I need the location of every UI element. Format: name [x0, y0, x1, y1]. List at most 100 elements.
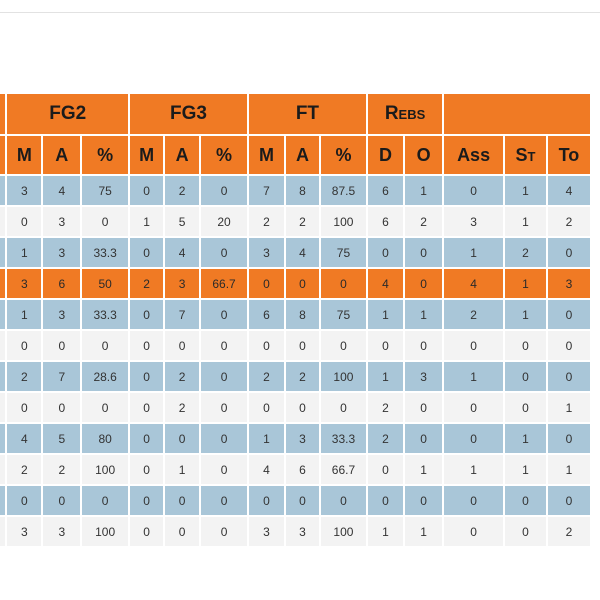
table-cell: 0 [285, 391, 321, 422]
table-cell: 2 [444, 298, 505, 329]
table-cell: 1 [165, 453, 202, 484]
table-cell: 0 [130, 422, 166, 453]
table-cell: 5 [165, 205, 202, 236]
table-cell: 20 [201, 205, 249, 236]
table-cell: 0 [547, 360, 592, 391]
top-divider [0, 12, 600, 13]
group-header-fg3: FG3 [130, 94, 249, 134]
table-cell: 0 [367, 236, 406, 267]
group-header-blank [0, 94, 8, 134]
table-cell [0, 174, 8, 205]
col-header-fg3-attempted: A [165, 134, 202, 174]
table-cell: 4 [547, 174, 592, 205]
table-cell: 100 [320, 515, 368, 546]
table-cell: 1 [504, 453, 548, 484]
table-cell: 0 [43, 329, 83, 360]
group-header-rebs: Rebs [367, 94, 445, 134]
table-cell: 1 [405, 298, 445, 329]
table-cell: 0 [201, 360, 249, 391]
table-cell: 6 [285, 453, 321, 484]
table-cell: 1 [367, 360, 406, 391]
table-cell: 0 [444, 174, 505, 205]
table-cell: 1 [405, 515, 445, 546]
table-row: 3 3 100 0 0 0 3 3 100 1 1 0 0 2 [0, 515, 592, 546]
table-cell: 3 [43, 515, 83, 546]
table-cell: 0 [201, 515, 249, 546]
table-cell: 0 [130, 515, 166, 546]
table-cell: 6 [248, 298, 286, 329]
table-cell: 0 [444, 329, 505, 360]
col-header-ft-pct: % [320, 134, 368, 174]
table-cell: 100 [320, 360, 368, 391]
col-header-ft-made: M [248, 134, 286, 174]
table-cell: 0 [201, 298, 249, 329]
table-cell: 3 [7, 515, 44, 546]
table-cell: 0 [82, 484, 131, 515]
col-header-assists: Ass [444, 134, 505, 174]
table-cell: 1 [7, 298, 44, 329]
table-cell: 0 [320, 391, 368, 422]
table-cell: 1 [504, 267, 548, 298]
table-cell: 4 [165, 236, 202, 267]
table-cell: 80 [82, 422, 131, 453]
table-cell: 0 [7, 329, 44, 360]
table-cell: 3 [43, 205, 83, 236]
table-cell: 1 [504, 205, 548, 236]
table-cell: 6 [367, 174, 406, 205]
table-cell: 0 [82, 205, 131, 236]
table-cell: 7 [165, 298, 202, 329]
table-cell: 0 [367, 453, 406, 484]
table-cell [0, 298, 8, 329]
group-header-other [444, 94, 592, 134]
table-cell: 5 [43, 422, 83, 453]
table-cell: 1 [444, 360, 505, 391]
table-cell: 2 [165, 360, 202, 391]
table-cell: 0 [165, 422, 202, 453]
table-cell: 0 [547, 329, 592, 360]
table-cell: 0 [285, 267, 321, 298]
table-cell: 3 [285, 422, 321, 453]
table-cell: 0 [130, 484, 166, 515]
table-cell: 1 [130, 205, 166, 236]
col-header-turnovers: To [547, 134, 592, 174]
col-header-fg3-pct: % [201, 134, 249, 174]
table-cell [0, 515, 8, 546]
table-cell: 3 [7, 174, 44, 205]
table-cell: 100 [82, 515, 131, 546]
table-cell: 33.3 [82, 298, 131, 329]
table-cell: 4 [367, 267, 406, 298]
table-cell: 0 [504, 515, 548, 546]
group-header-ft: FT [248, 94, 368, 134]
table-cell: 7 [43, 360, 83, 391]
table-cell: 66.7 [201, 267, 249, 298]
table-cell [0, 329, 8, 360]
table-cell: 3 [165, 267, 202, 298]
table-cell: 0 [367, 329, 406, 360]
table-cell: 0 [405, 422, 445, 453]
table-cell [0, 360, 8, 391]
table-cell [0, 205, 8, 236]
col-header-ft-attempted: A [285, 134, 321, 174]
table-cell: 0 [130, 329, 166, 360]
table-cell: 0 [405, 267, 445, 298]
table-cell: 2 [547, 515, 592, 546]
table-cell [0, 453, 8, 484]
table-cell: 1 [547, 391, 592, 422]
table-cell: 1 [405, 453, 445, 484]
table-cell: 2 [165, 174, 202, 205]
table-cell: 0 [201, 329, 249, 360]
table-cell: 0 [285, 329, 321, 360]
table-cell: 0 [43, 391, 83, 422]
table-cell: 0 [320, 484, 368, 515]
table-cell: 0 [130, 236, 166, 267]
table-cell: 0 [504, 360, 548, 391]
table-cell: 2 [130, 267, 166, 298]
table-cell: 1 [7, 236, 44, 267]
table-cell: 4 [248, 453, 286, 484]
table-cell: 0 [201, 484, 249, 515]
table-cell [0, 422, 8, 453]
table-cell: 0 [405, 236, 445, 267]
table-cell: 0 [444, 391, 505, 422]
